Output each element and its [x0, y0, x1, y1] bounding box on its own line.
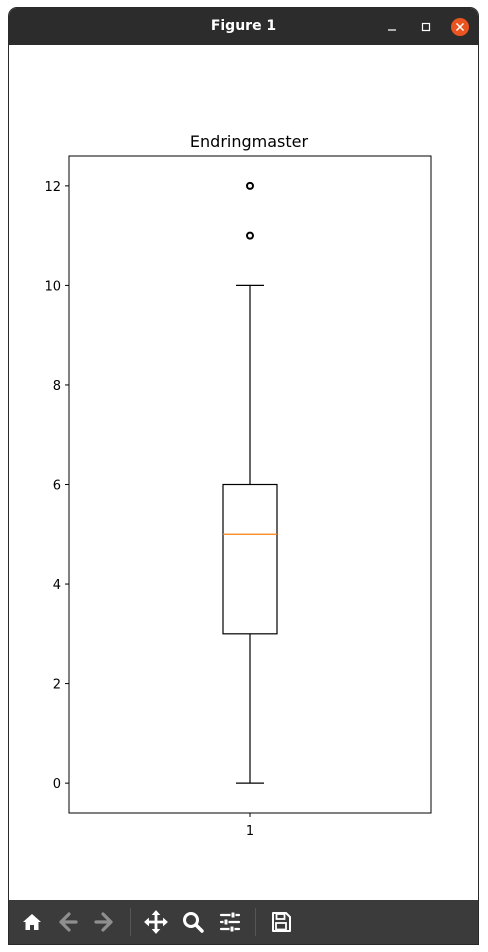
zoom-button[interactable] — [179, 908, 207, 936]
y-axis: 0 2 4 6 8 10 12 — [44, 180, 69, 792]
forward-button[interactable] — [90, 908, 118, 936]
plot-canvas[interactable]: Endringmaster 0 2 4 6 8 10 12 1 — [9, 45, 478, 900]
y-tick-label: 2 — [53, 678, 61, 693]
save-button[interactable] — [267, 908, 295, 936]
home-button[interactable] — [18, 908, 46, 936]
outlier-point — [246, 181, 254, 190]
minimize-icon — [388, 29, 396, 31]
outlier-point — [246, 231, 254, 240]
box-group — [222, 181, 278, 784]
x-axis: 1 — [246, 813, 254, 839]
chart-title: Endringmaster — [190, 132, 309, 151]
y-tick-label: 0 — [53, 777, 61, 792]
y-tick-label: 8 — [53, 379, 61, 394]
navigation-toolbar — [9, 900, 478, 944]
y-tick-label: 12 — [44, 180, 61, 195]
maximize-icon — [421, 22, 431, 32]
close-icon — [451, 18, 469, 36]
pan-icon — [144, 910, 168, 934]
close-button[interactable] — [450, 17, 470, 37]
configure-icon — [219, 911, 241, 933]
boxplot-chart: Endringmaster 0 2 4 6 8 10 12 1 — [44, 132, 432, 839]
toolbar-separator — [130, 908, 131, 936]
back-icon — [59, 912, 78, 932]
configure-subplots-button[interactable] — [216, 908, 244, 936]
zoom-icon — [183, 912, 204, 933]
y-tick-label: 4 — [53, 578, 61, 593]
home-icon — [23, 914, 41, 930]
y-tick-label: 10 — [44, 279, 61, 294]
box-iqr — [222, 483, 278, 635]
x-tick-label: 1 — [246, 824, 254, 839]
figure-window: Figure 1 Endringmaster 0 2 4 6 8 10 12 1 — [9, 8, 478, 944]
pan-button[interactable] — [142, 908, 170, 936]
forward-icon — [94, 912, 113, 932]
title-bar[interactable]: Figure 1 — [9, 8, 478, 45]
y-tick-label: 6 — [53, 479, 61, 494]
minimize-button[interactable] — [382, 17, 402, 37]
save-icon — [272, 912, 291, 932]
window-title: Figure 1 — [210, 18, 277, 34]
toolbar-separator — [255, 908, 256, 936]
back-button[interactable] — [54, 908, 82, 936]
maximize-button[interactable] — [416, 17, 436, 37]
